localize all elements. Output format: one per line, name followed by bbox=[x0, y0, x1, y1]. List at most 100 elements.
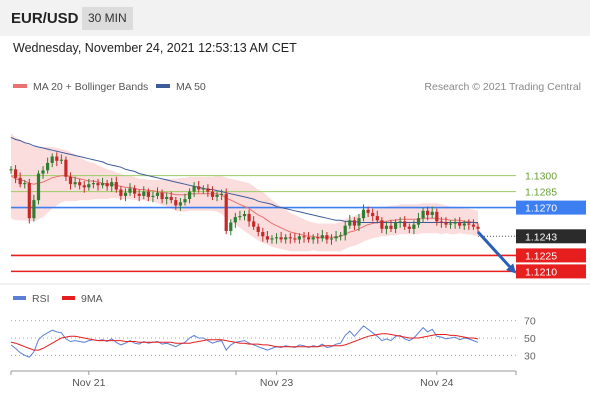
support-label-box bbox=[516, 248, 586, 263]
candle-body bbox=[476, 226, 480, 229]
legend-label: MA 20 + Bollinger Bands bbox=[33, 81, 148, 93]
candle-body bbox=[288, 237, 292, 239]
candle-body bbox=[448, 223, 453, 225]
candle-body bbox=[238, 216, 242, 218]
time-axis: Nov 21 Nov 23 Nov 24 bbox=[10, 370, 517, 389]
pivot-label-box bbox=[516, 200, 586, 215]
candle-body bbox=[421, 210, 425, 219]
candle-body bbox=[458, 222, 462, 226]
candle-body bbox=[73, 182, 77, 185]
candle-body bbox=[343, 225, 347, 236]
legend-swatch bbox=[13, 84, 27, 88]
candle-body bbox=[316, 237, 320, 239]
candle-body bbox=[284, 237, 288, 240]
legend-swatch bbox=[156, 84, 170, 88]
candle-body bbox=[91, 183, 95, 185]
candle-body bbox=[229, 222, 233, 231]
candle-body bbox=[435, 211, 439, 222]
bollinger-band-layer bbox=[11, 133, 478, 252]
candle-body bbox=[192, 186, 196, 192]
candle-body bbox=[123, 192, 128, 196]
candle-body bbox=[325, 235, 329, 240]
candle-body bbox=[439, 221, 443, 223]
candle-body bbox=[110, 182, 114, 187]
candle-body bbox=[160, 192, 164, 200]
timeframe-badge[interactable]: 30 MIN bbox=[82, 7, 133, 30]
rsi-tick-label: 50 bbox=[524, 333, 536, 345]
candle-body bbox=[220, 193, 224, 195]
rsi-panel: 70 50 30 RSI 9MA bbox=[10, 293, 536, 362]
rsi-legend-swatch bbox=[13, 296, 26, 300]
legends-layer: MA 20 + Bollinger Bands MA 50 Research © 2… bbox=[0, 81, 590, 285]
candle-body bbox=[165, 196, 169, 199]
candle-body bbox=[339, 235, 343, 237]
candles-layer bbox=[9, 152, 480, 245]
candle-body bbox=[133, 188, 137, 194]
candle-body bbox=[9, 169, 13, 171]
candle-body bbox=[82, 185, 86, 188]
candle-body bbox=[357, 218, 361, 226]
candle-body bbox=[371, 212, 375, 217]
rsi-legend-label: 9MA bbox=[81, 293, 103, 305]
candle-body bbox=[233, 217, 237, 223]
candle-body bbox=[59, 159, 63, 161]
candle-body bbox=[256, 226, 260, 232]
report-datetime: Wednesday, November 24, 2021 12:53:13 AM… bbox=[13, 41, 297, 55]
candle-body bbox=[146, 191, 150, 197]
candle-body bbox=[252, 221, 256, 227]
candle-body bbox=[320, 235, 324, 239]
candle-body bbox=[23, 183, 27, 185]
candle-body bbox=[78, 182, 82, 186]
candle-body bbox=[206, 188, 210, 192]
candle-body bbox=[389, 225, 393, 229]
candle-body bbox=[183, 199, 187, 203]
rsi-legend-swatch bbox=[62, 296, 75, 300]
rsi-legend-label: RSI bbox=[32, 293, 50, 305]
candle-body bbox=[384, 225, 388, 229]
candle-body bbox=[155, 192, 160, 196]
candle-body bbox=[68, 176, 73, 185]
candle-body bbox=[311, 237, 315, 240]
instrument-name: EUR/USD bbox=[11, 10, 79, 27]
candle-body bbox=[334, 236, 338, 239]
candle-body bbox=[361, 209, 366, 219]
candle-body bbox=[426, 210, 430, 216]
legend-label: MA 50 bbox=[176, 81, 206, 93]
candle-body bbox=[279, 237, 283, 240]
candle-body bbox=[430, 211, 434, 215]
candle-body bbox=[293, 238, 297, 240]
candle-body bbox=[261, 232, 265, 237]
rsi-tick-label: 30 bbox=[524, 350, 536, 362]
candle-body bbox=[297, 236, 301, 240]
rsi-line bbox=[10, 325, 479, 358]
candle-body bbox=[265, 236, 269, 240]
candle-body bbox=[36, 173, 41, 201]
candle-body bbox=[375, 216, 379, 221]
candle-body bbox=[215, 194, 219, 197]
resistance-label: 1.1300 bbox=[525, 171, 557, 183]
candle-body bbox=[407, 226, 411, 229]
candle-body bbox=[270, 238, 274, 240]
candle-body bbox=[27, 183, 31, 219]
bollinger-band-area bbox=[11, 133, 478, 252]
candle-body bbox=[201, 188, 205, 190]
candle-body bbox=[307, 237, 311, 240]
candle-body bbox=[32, 200, 36, 219]
forecast-arrow-head bbox=[506, 263, 517, 274]
rsi-tick-label: 70 bbox=[524, 316, 536, 328]
candle-body bbox=[197, 186, 201, 190]
candle-body bbox=[398, 221, 402, 223]
candle-body bbox=[114, 182, 118, 190]
support-label: 1.1210 bbox=[525, 266, 557, 278]
candle-body bbox=[137, 193, 141, 196]
candle-body bbox=[348, 220, 352, 226]
candle-body bbox=[366, 209, 370, 213]
candle-body bbox=[247, 214, 251, 222]
candle-body bbox=[188, 191, 192, 199]
candle-body bbox=[46, 162, 50, 171]
level-labels-layer: 1.1300 1.1285 1.1270 1.1243 1.1225 1.1210 bbox=[476, 171, 586, 279]
candle-body bbox=[169, 196, 173, 201]
time-tick-label: Nov 21 bbox=[72, 377, 105, 389]
credit-text: Research © 2021 Trading Central bbox=[424, 81, 581, 93]
